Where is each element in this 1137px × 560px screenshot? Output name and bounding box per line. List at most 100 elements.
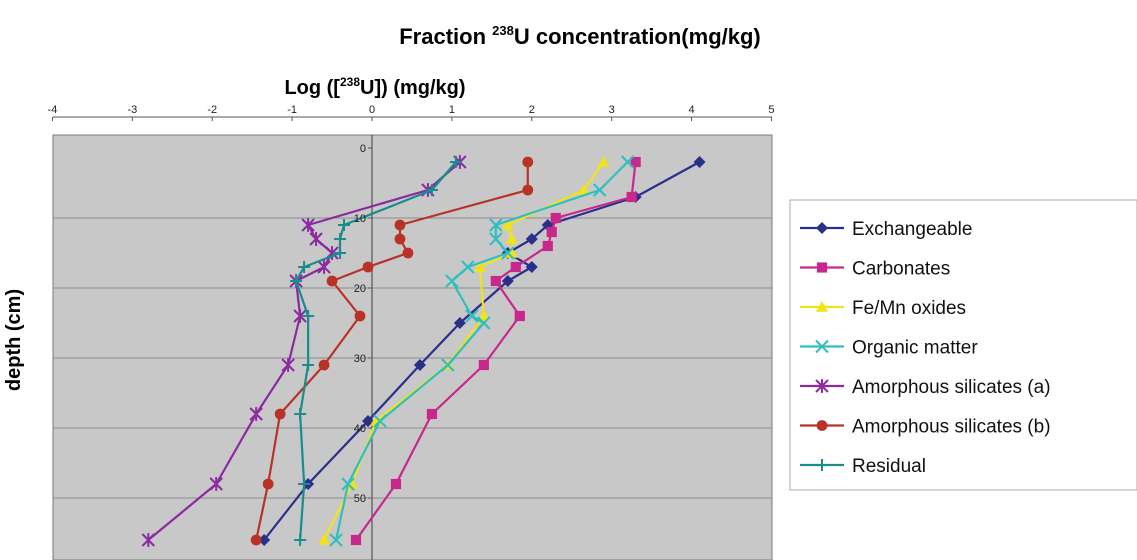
data-point-organic-matter — [501, 246, 515, 260]
data-point-amorphous-silicates-b — [522, 184, 534, 196]
series-line-exchangeable — [263, 161, 701, 541]
legend-label: Carbonates — [852, 259, 950, 280]
legend-item-carbonates: Carbonates — [800, 259, 950, 280]
data-point-exchangeable — [525, 233, 538, 245]
data-point-carbonates — [630, 156, 641, 168]
data-point-carbonates — [426, 408, 438, 420]
data-point-fe-mn-oxides — [477, 310, 490, 321]
legend-swatch-marker — [816, 420, 828, 431]
legend-swatch-marker — [816, 262, 828, 273]
legend-swatch-marker — [815, 339, 829, 354]
data-point-amorphous-silicates-b — [318, 359, 330, 371]
data-point-organic-matter — [373, 414, 387, 428]
data-point-organic-matter — [341, 477, 355, 491]
data-point-exchangeable — [413, 359, 426, 371]
data-point-amorphous-silicates-b — [522, 156, 534, 168]
data-point-exchangeable — [693, 156, 706, 168]
data-point-residual — [294, 408, 307, 420]
x-tick-label: 1 — [449, 104, 455, 116]
grid-lines — [53, 217, 772, 499]
data-point-organic-matter — [441, 358, 455, 372]
data-point-amorphous-silicates-b — [274, 408, 286, 420]
data-point-fe-mn-oxides — [597, 156, 610, 167]
x-tick-label: 5 — [768, 104, 774, 116]
data-point-residual — [334, 247, 347, 259]
data-point-amorphous-silicates-b — [394, 219, 406, 231]
legend-label: Exchangeable — [852, 219, 972, 240]
chart-title: Fraction 238U concentration(mg/kg) — [399, 23, 761, 49]
legend-item-residual: Residual — [800, 456, 926, 477]
y-tick-label: 30 — [354, 353, 366, 365]
x-tick-label: -1 — [287, 104, 297, 116]
legend: Exchangeable Carbonates Fe/Mn oxides Organi… — [789, 199, 1137, 491]
data-point-carbonates — [550, 212, 561, 224]
data-point-carbonates — [546, 226, 557, 238]
y-tick-label: 50 — [354, 493, 366, 505]
y-tick-label: 10 — [354, 213, 366, 225]
y-tick-label: 40 — [354, 423, 366, 435]
data-point-amorphous-silicates-a — [249, 407, 263, 421]
series-line-carbonates — [355, 161, 637, 541]
data-point-organic-matter — [489, 232, 503, 246]
data-point-amorphous-silicates-b — [262, 478, 274, 490]
data-point-fe-mn-oxides — [577, 184, 590, 195]
legend-label: Amorphous silicates (b) — [852, 417, 1051, 438]
legend-item-amorphous-silicates-b: Amorphous silicates (b) — [800, 417, 1051, 438]
x-tick-label: -3 — [127, 104, 137, 116]
legend-label: Amorphous silicates (a) — [852, 377, 1051, 398]
data-point-exchangeable — [525, 261, 538, 273]
data-point-amorphous-silicates-b — [402, 247, 414, 259]
x-tick-label: -4 — [48, 104, 58, 116]
legend-label: Fe/Mn oxides — [852, 298, 966, 319]
data-point-fe-mn-oxides — [505, 233, 518, 244]
data-point-organic-matter — [592, 183, 607, 197]
data-point-fe-mn-oxides — [501, 219, 514, 230]
data-point-residual — [425, 184, 438, 196]
data-point-amorphous-silicates-a — [301, 218, 315, 232]
data-point-fe-mn-oxides — [318, 534, 331, 545]
data-point-exchangeable — [258, 534, 271, 546]
data-point-organic-matter — [329, 533, 343, 547]
y-tick-label: 0 — [360, 143, 366, 155]
data-point-fe-mn-oxides — [473, 261, 486, 272]
x-axis-label-prefix: Log ([ — [284, 77, 340, 99]
data-point-residual — [290, 275, 303, 287]
data-point-residual — [449, 156, 462, 168]
x-tick-label: 4 — [688, 104, 694, 116]
legend-item-exchangeable: Exchangeable — [800, 219, 972, 240]
plot-area — [52, 134, 773, 560]
series-organic-matter — [329, 155, 635, 547]
legend-item-amorphous-silicates-a: Amorphous silicates (a) — [800, 377, 1051, 398]
series-residual — [290, 156, 462, 546]
x-tick-label: -2 — [207, 104, 217, 116]
data-point-amorphous-silicates-b — [394, 233, 406, 245]
data-point-organic-matter — [465, 309, 479, 323]
data-point-amorphous-silicates-a — [293, 309, 307, 323]
series-group — [141, 155, 706, 547]
data-point-amorphous-silicates-a — [209, 477, 223, 491]
data-point-organic-matter — [461, 260, 475, 274]
data-point-carbonates — [510, 261, 521, 273]
data-point-organic-matter — [620, 155, 635, 169]
legend-swatch-marker — [816, 301, 828, 312]
legend-label: Residual — [852, 456, 926, 477]
data-point-amorphous-silicates-a — [309, 232, 323, 246]
data-point-carbonates — [626, 191, 637, 203]
data-point-carbonates — [542, 240, 553, 252]
series-amorphous-silicates-b — [250, 156, 534, 546]
data-point-residual — [302, 310, 315, 322]
x-axis-label-suffix: U]) (mg/kg) — [360, 77, 466, 99]
data-point-organic-matter — [445, 274, 459, 288]
legend-item-fe-mn-oxides: Fe/Mn oxides — [800, 298, 966, 319]
data-point-organic-matter — [477, 316, 491, 330]
legend-label: Organic matter — [852, 338, 978, 359]
y-axis-label: depth (cm) — [3, 289, 25, 391]
x-tick-label: 3 — [609, 104, 615, 116]
x-axis-label: Log ([238U]) (mg/kg) — [284, 75, 465, 99]
legend-swatch-marker — [815, 379, 829, 393]
chart-title-suffix: U concentration(mg/kg) — [514, 24, 761, 49]
data-point-residual — [294, 534, 307, 546]
legend-box — [789, 199, 1137, 491]
chart-title-prefix: Fraction — [399, 24, 492, 49]
